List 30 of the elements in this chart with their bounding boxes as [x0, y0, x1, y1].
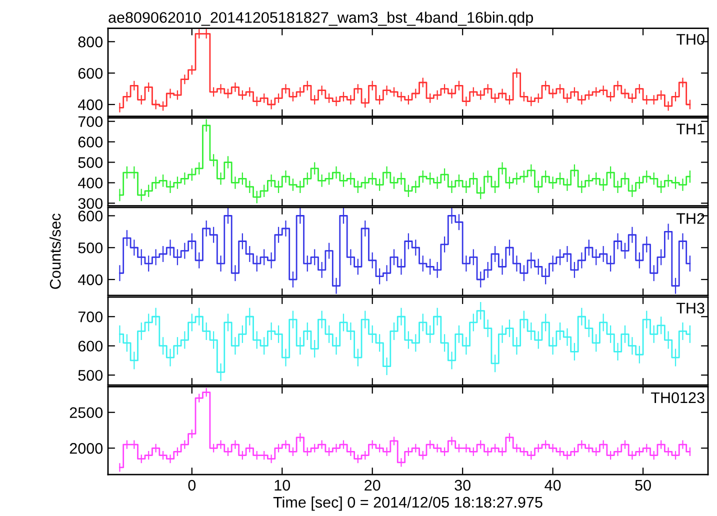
- annotation: TH3: [676, 302, 704, 314]
- x-tick-label: 0: [188, 480, 196, 491]
- y-tick-label: 500: [78, 242, 103, 254]
- y-tick-label: 600: [78, 340, 103, 352]
- annotation: TH2: [676, 213, 704, 224]
- y-tick-label: 2000: [70, 443, 103, 454]
- annotation: TH0: [676, 34, 704, 45]
- x-tick-label: 20: [364, 480, 380, 491]
- x-tick-label: 30: [454, 480, 470, 491]
- y-tick-label: 700: [78, 116, 103, 128]
- chart-title: ae809062010_20141205181827_wam3_bst_4band_16bin.qdp: [108, 12, 533, 26]
- y-tick-label: 600: [78, 68, 103, 79]
- y-tick-label: 700: [78, 311, 103, 322]
- y-tick-label: 400: [78, 274, 103, 286]
- x-tick-label: 40: [544, 480, 561, 491]
- x-tick-label: 50: [635, 480, 651, 491]
- y-tick-label: 2500: [70, 407, 103, 418]
- y-axis-title: Counts/sec: [50, 214, 61, 289]
- x-tick-label: 10: [274, 480, 290, 491]
- y-tick-label: 600: [78, 136, 103, 148]
- y-tick-label: 300: [78, 198, 103, 209]
- annotation: TH0123: [650, 392, 704, 404]
- annotation: TH1: [676, 124, 704, 134]
- y-tick-label: 400: [78, 178, 103, 188]
- y-tick-label: 400: [78, 99, 103, 110]
- y-tick-label: 500: [78, 370, 103, 381]
- x-axis-title: Time [sec] 0 = 2014/12/05 18:18:27.975: [273, 496, 542, 511]
- y-tick-label: 500: [78, 157, 103, 168]
- y-tick-label: 800: [78, 36, 103, 48]
- y-tick-label: 600: [78, 210, 103, 222]
